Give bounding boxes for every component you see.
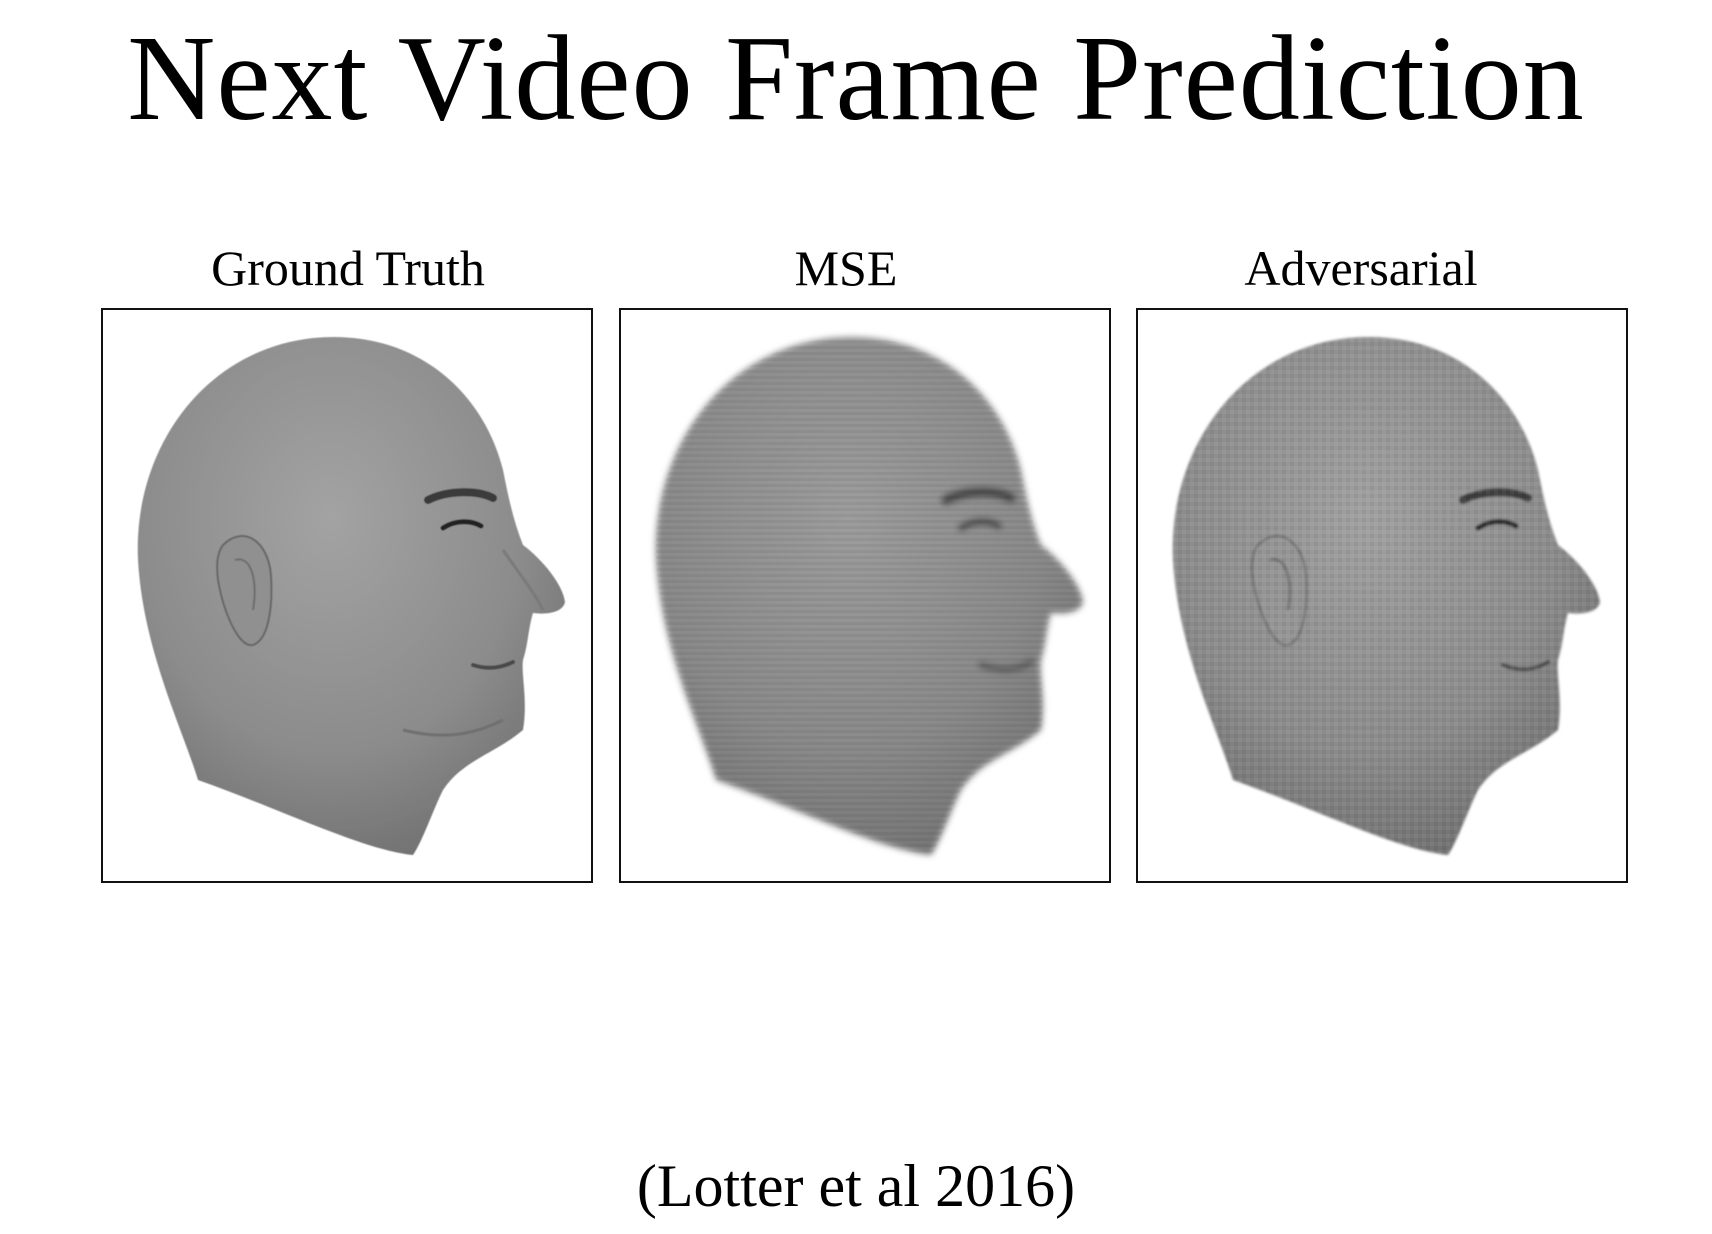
panel-ground-truth — [101, 308, 593, 883]
citation: (Lotter et al 2016) — [636, 1153, 1076, 1219]
head-profile-image-adversarial — [1172, 336, 1600, 855]
panel-label-mse: MSE — [794, 240, 898, 296]
panel-adversarial — [1136, 308, 1628, 883]
panel-label-adversarial: Adversarial — [1244, 240, 1478, 296]
slide-title: Next Video Frame Prediction — [127, 11, 1585, 146]
head-profile-image-ground-truth — [137, 336, 565, 855]
panel-mse — [619, 308, 1111, 883]
head-profile-image-mse — [655, 336, 1083, 855]
panel-label-ground-truth: Ground Truth — [211, 240, 485, 296]
